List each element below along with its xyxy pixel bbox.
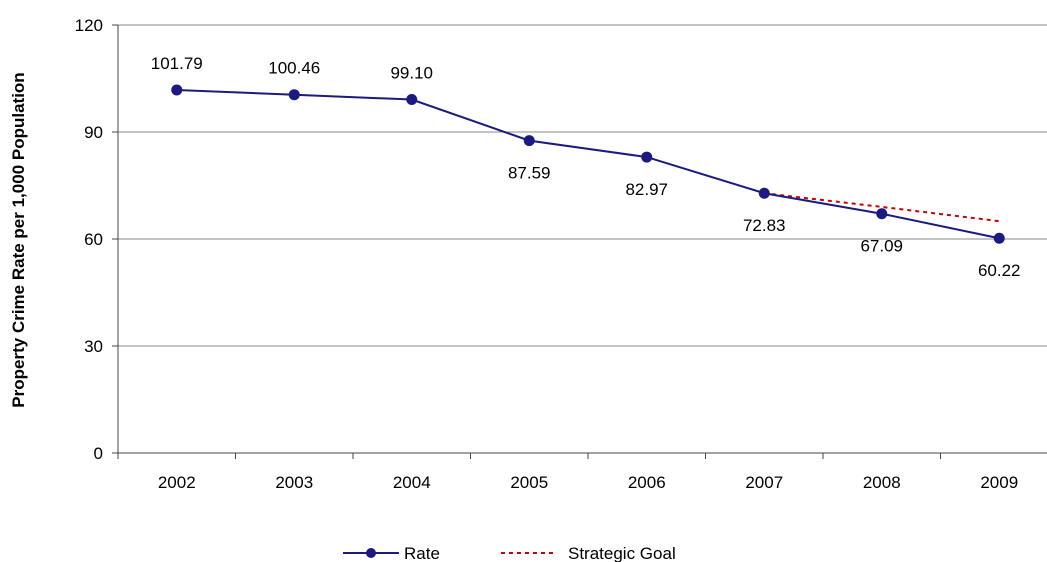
y-tick-label: 30 [84, 337, 103, 356]
x-tick-label: 2006 [628, 473, 666, 492]
data-label: 82.97 [625, 180, 668, 199]
rate-point [288, 89, 300, 101]
data-label: 101.79 [151, 54, 203, 73]
data-label: 67.09 [860, 237, 903, 256]
data-label: 87.59 [508, 164, 551, 183]
y-tick-label: 0 [94, 444, 103, 463]
x-tick-label: 2009 [980, 473, 1018, 492]
series-rate [171, 84, 1005, 244]
x-tick-labels: 2002 2003 2004 2005 2006 2007 2008 2009 [158, 473, 1018, 492]
data-label: 60.22 [978, 261, 1021, 280]
data-label: 72.83 [743, 216, 786, 235]
x-tick-label: 2004 [393, 473, 431, 492]
legend-rate-label: Rate [404, 544, 440, 562]
rate-point [876, 208, 888, 220]
x-tick-label: 2003 [275, 473, 313, 492]
legend: Rate Strategic Goal [343, 544, 676, 562]
x-tick-label: 2008 [863, 473, 901, 492]
legend-goal-label: Strategic Goal [568, 544, 676, 562]
rate-point [993, 232, 1005, 244]
rate-point [523, 135, 535, 147]
x-tick-label: 2002 [158, 473, 196, 492]
data-label: 99.10 [390, 64, 433, 83]
gridlines [118, 24, 1047, 347]
y-axis-title: Property Crime Rate per 1,000 Population [9, 72, 28, 407]
data-labels: 101.79 100.46 99.10 87.59 82.97 72.83 67.09 60.… [151, 54, 1021, 280]
legend-rate-marker [366, 548, 376, 558]
x-tick-label: 2005 [510, 473, 548, 492]
rate-point [758, 187, 770, 199]
axes [112, 24, 1047, 459]
rate-point [641, 151, 653, 163]
y-tick-label: 60 [84, 230, 103, 249]
y-tick-label: 120 [75, 16, 103, 35]
y-tick-label: 90 [84, 123, 103, 142]
rate-point [406, 94, 418, 106]
rate-point [171, 84, 183, 96]
rate-line [176, 88, 1000, 240]
x-tick-label: 2007 [745, 473, 783, 492]
y-tick-labels: 0 30 60 90 120 [75, 16, 103, 463]
data-label: 100.46 [268, 59, 320, 78]
